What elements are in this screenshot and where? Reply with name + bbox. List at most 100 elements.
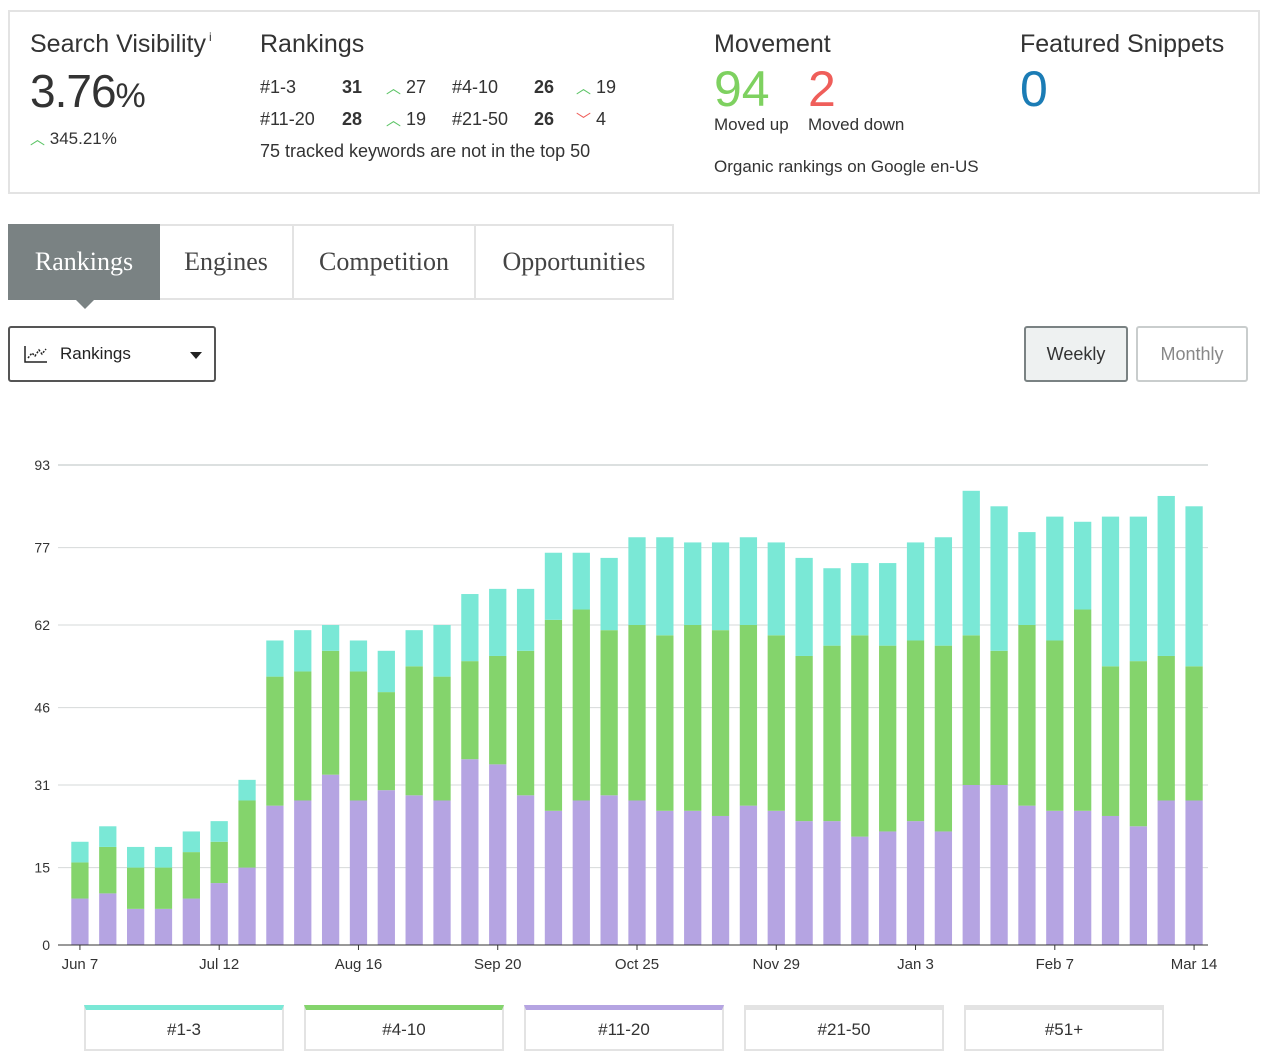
bar-segment-410 xyxy=(906,640,925,822)
rank-change: ︿ 27 xyxy=(386,77,426,98)
bar-segment-410 xyxy=(1074,609,1092,811)
y-tick-label: 46 xyxy=(34,700,50,716)
rank-label: #1-3 xyxy=(260,77,297,97)
legend-item-top51-plus[interactable]: #51+ xyxy=(964,1005,1164,1051)
bar-segment-1120 xyxy=(962,785,980,945)
tab-rankings[interactable]: Rankings xyxy=(8,224,160,300)
summary-panel: Search Visibility i 3.76% ︿ 345.21% Ranki… xyxy=(8,10,1260,194)
bar-segment-410 xyxy=(1046,640,1064,811)
movement-section: Movement 94 Moved up 2 Moved down Organi… xyxy=(714,30,1014,176)
bar-segment-13 xyxy=(126,846,145,868)
bar-segment-13 xyxy=(656,537,674,636)
tab-opportunities[interactable]: Opportunities xyxy=(474,224,674,300)
rank-count: 26 xyxy=(534,77,555,97)
bar-segment-13 xyxy=(851,563,869,636)
bar-segment-410 xyxy=(1018,625,1036,806)
bar-segment-410 xyxy=(962,635,980,785)
legend-item-top4-10[interactable]: #4-10 xyxy=(304,1005,504,1051)
bar-segment-1120 xyxy=(1157,800,1175,945)
bar-segment-410 xyxy=(238,800,256,868)
bar-segment-1120 xyxy=(266,805,284,945)
bar-segment-410 xyxy=(767,635,785,811)
legend-item-top21-50[interactable]: #21-50 xyxy=(744,1005,944,1051)
bar-segment-1120 xyxy=(600,795,618,945)
bar-segment-410 xyxy=(1157,655,1175,801)
rankings-title: Rankings xyxy=(260,30,365,58)
bar-segment-1120 xyxy=(71,898,89,945)
y-tick-label: 62 xyxy=(34,617,50,633)
tab-engines[interactable]: Engines xyxy=(160,224,294,300)
chart-metric-dropdown[interactable]: Rankings xyxy=(8,326,216,382)
visibility-unit: % xyxy=(115,77,146,115)
rank-change-value: 4 xyxy=(596,109,607,129)
rank-change: ﹀ 4 xyxy=(576,109,606,130)
bar-segment-1120 xyxy=(1185,800,1203,945)
movement-note: Organic rankings on Google en-US xyxy=(714,157,979,176)
bar-segment-410 xyxy=(71,862,89,899)
bar-segment-13 xyxy=(238,779,256,801)
arrow-up-icon: ︿ xyxy=(576,80,592,97)
bar-segment-410 xyxy=(851,635,869,837)
featured-snippets-section: Featured Snippets 0 xyxy=(1020,30,1224,115)
search-visibility-value: 3.76% xyxy=(30,65,212,122)
bar-segment-1120 xyxy=(795,821,813,945)
legend-item-top11-20[interactable]: #11-20 xyxy=(524,1005,724,1051)
search-visibility-title-text: Search Visibility xyxy=(30,30,207,58)
rank-change-value: 19 xyxy=(596,77,617,97)
bar-segment-410 xyxy=(182,852,200,899)
bar-segment-1120 xyxy=(405,795,423,945)
y-tick-label: 93 xyxy=(34,457,50,473)
bar-segment-1120 xyxy=(990,785,1008,945)
legend-item-top3[interactable]: #1-3 xyxy=(84,1005,284,1051)
bar-segment-410 xyxy=(934,645,953,832)
info-icon[interactable]: i xyxy=(209,30,212,44)
rank-count: 31 xyxy=(342,77,363,97)
bar-segment-13 xyxy=(711,542,730,631)
bar-segment-1120 xyxy=(99,893,117,945)
rank-change-value: 27 xyxy=(406,77,427,97)
bar-segment-410 xyxy=(461,661,479,760)
moved-down-value: 2 xyxy=(808,61,836,117)
moved-down-label: Moved down xyxy=(808,115,905,134)
featured-snippets-value: 0 xyxy=(1020,61,1048,117)
bar-segment-13 xyxy=(1101,516,1120,667)
rankings-note: 75 tracked keywords are not in the top 5… xyxy=(260,141,591,161)
bar-segment-1120 xyxy=(711,815,730,945)
bar-segment-13 xyxy=(767,542,785,636)
weekly-button[interactable]: Weekly xyxy=(1024,326,1128,382)
bar-segment-1120 xyxy=(823,821,841,945)
bar-segment-13 xyxy=(879,563,897,646)
bar-segment-13 xyxy=(489,588,507,656)
tab-competition[interactable]: Competition xyxy=(292,224,476,300)
x-tick-label: Jun 7 xyxy=(62,956,99,973)
bar-segment-13 xyxy=(684,542,702,625)
bar-segment-13 xyxy=(71,841,89,863)
active-tab-caret xyxy=(74,298,96,309)
bar-segment-410 xyxy=(433,676,451,801)
bar-segment-1120 xyxy=(879,831,897,945)
search-visibility-title: Search Visibility i xyxy=(30,30,212,59)
bar-segment-1120 xyxy=(851,836,869,945)
bar-segment-1120 xyxy=(628,800,646,945)
bar-segment-1120 xyxy=(321,774,340,945)
bar-segment-13 xyxy=(321,625,340,651)
bar-segment-1120 xyxy=(489,764,507,945)
featured-snippets-title: Featured Snippets xyxy=(1020,30,1225,58)
bar-segment-410 xyxy=(1101,666,1120,816)
bar-segment-1120 xyxy=(767,810,785,945)
monthly-button[interactable]: Monthly xyxy=(1136,326,1248,382)
line-chart-icon xyxy=(24,346,47,363)
bar-segment-1120 xyxy=(238,867,256,945)
bar-segment-13 xyxy=(433,625,451,677)
bar-segment-13 xyxy=(990,506,1008,651)
bar-segment-13 xyxy=(1074,521,1092,610)
bar-segment-410 xyxy=(684,625,702,811)
x-tick-label: Jan 3 xyxy=(897,956,934,973)
rank-label: #4-10 xyxy=(452,77,499,97)
bar-segment-13 xyxy=(934,537,953,646)
bar-segment-410 xyxy=(126,867,145,909)
bar-segment-13 xyxy=(795,557,813,656)
bar-segment-410 xyxy=(739,625,758,806)
bar-segment-13 xyxy=(628,537,646,625)
chevron-down-icon xyxy=(190,352,202,359)
